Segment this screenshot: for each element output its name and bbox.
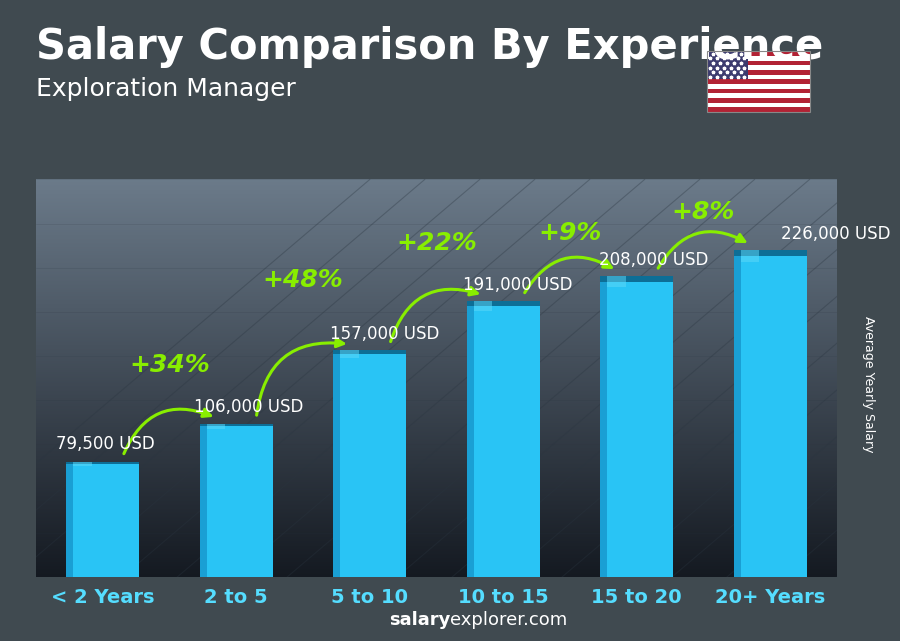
Bar bbox=[66, 462, 140, 464]
Text: 191,000 USD: 191,000 USD bbox=[464, 276, 572, 294]
Bar bbox=[340, 350, 359, 358]
Bar bbox=[706, 108, 810, 112]
Bar bbox=[706, 88, 810, 94]
Bar bbox=[706, 75, 810, 79]
Text: 106,000 USD: 106,000 USD bbox=[194, 399, 303, 417]
Bar bbox=[200, 424, 273, 577]
Bar bbox=[600, 276, 608, 577]
Bar bbox=[734, 250, 741, 577]
Bar bbox=[600, 276, 673, 281]
Text: +34%: +34% bbox=[129, 353, 210, 378]
Bar bbox=[66, 462, 140, 577]
Text: +22%: +22% bbox=[396, 231, 477, 254]
Text: 79,500 USD: 79,500 USD bbox=[56, 435, 155, 453]
Bar bbox=[466, 301, 474, 577]
Bar bbox=[74, 462, 92, 466]
Text: +48%: +48% bbox=[263, 268, 344, 292]
Text: salary: salary bbox=[389, 612, 450, 629]
Bar bbox=[66, 462, 74, 577]
Bar bbox=[706, 51, 748, 79]
Text: +8%: +8% bbox=[671, 200, 735, 224]
Bar bbox=[734, 250, 807, 256]
Text: Exploration Manager: Exploration Manager bbox=[36, 77, 296, 101]
Bar bbox=[706, 84, 810, 88]
Text: +9%: +9% bbox=[538, 221, 602, 244]
Bar bbox=[200, 424, 207, 577]
Bar bbox=[200, 424, 273, 426]
Text: Average Yearly Salary: Average Yearly Salary bbox=[862, 317, 875, 453]
Bar bbox=[333, 350, 407, 354]
Bar bbox=[333, 350, 340, 577]
Bar bbox=[706, 98, 810, 103]
Bar bbox=[706, 56, 810, 61]
Bar bbox=[706, 65, 810, 70]
Bar bbox=[741, 250, 760, 262]
Bar bbox=[600, 276, 673, 577]
Text: Salary Comparison By Experience: Salary Comparison By Experience bbox=[36, 26, 824, 68]
Bar bbox=[706, 51, 810, 56]
Bar bbox=[734, 250, 807, 577]
Bar bbox=[706, 79, 810, 84]
Bar bbox=[474, 301, 492, 311]
Text: 226,000 USD: 226,000 USD bbox=[781, 225, 890, 243]
Text: 157,000 USD: 157,000 USD bbox=[329, 325, 439, 343]
Bar bbox=[466, 301, 540, 577]
Bar bbox=[706, 103, 810, 108]
Bar bbox=[207, 424, 225, 429]
Bar bbox=[706, 94, 810, 98]
Bar bbox=[608, 276, 625, 287]
Bar bbox=[706, 70, 810, 75]
Bar bbox=[333, 350, 407, 577]
Text: 208,000 USD: 208,000 USD bbox=[599, 251, 708, 269]
Bar bbox=[466, 301, 540, 306]
Text: explorer.com: explorer.com bbox=[450, 612, 567, 629]
Bar bbox=[706, 61, 810, 65]
